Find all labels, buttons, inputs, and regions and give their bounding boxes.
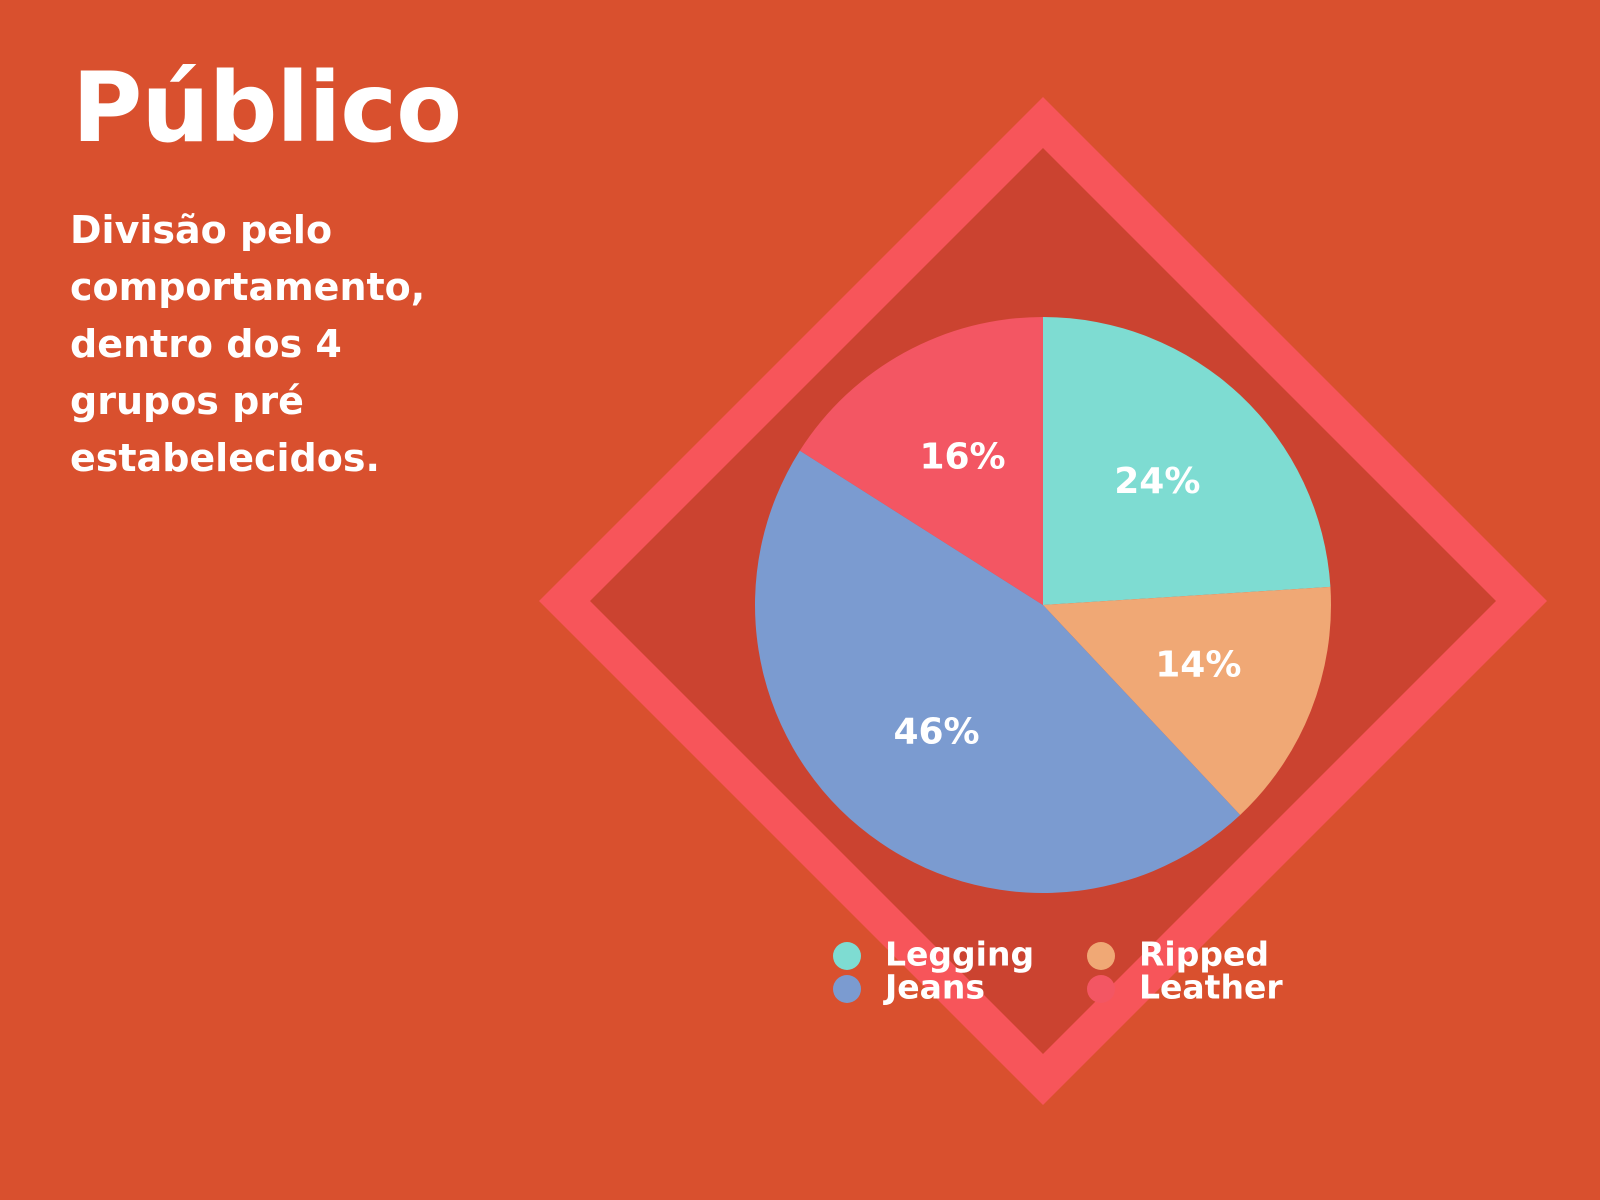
legend-label: Leather xyxy=(1139,968,1283,1007)
legend-label: Ripped xyxy=(1139,935,1269,974)
value-label: 24% xyxy=(1114,461,1200,502)
legend-swatch xyxy=(833,975,861,1003)
legend-label: Legging xyxy=(885,935,1034,974)
legend-swatch xyxy=(1087,975,1115,1003)
pie-slice xyxy=(1043,586,1331,815)
value-label: 14% xyxy=(1155,644,1241,685)
value-label: 16% xyxy=(919,437,1005,478)
value-label: 46% xyxy=(893,712,979,753)
legend-label: Jeans xyxy=(883,968,985,1007)
slide-subtitle: Divisão pelo comportamento, dentro dos 4… xyxy=(70,208,426,480)
legend-swatch xyxy=(833,942,861,970)
pie-slice xyxy=(1043,317,1331,605)
slide-title: Público xyxy=(72,52,462,164)
pie-slice xyxy=(799,317,1043,605)
pie-slice xyxy=(755,450,1241,893)
legend-swatch xyxy=(1087,942,1115,970)
